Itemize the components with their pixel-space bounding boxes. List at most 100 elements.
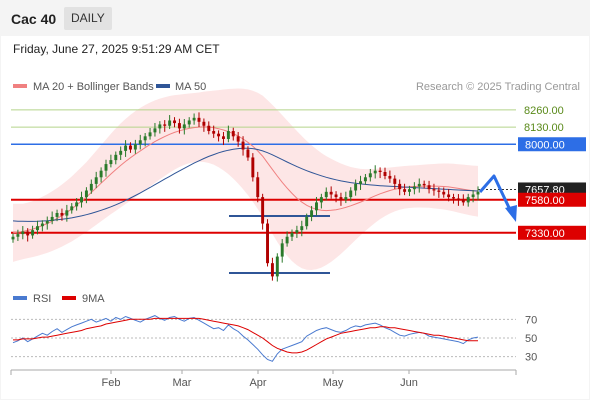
- candle-body: [109, 160, 113, 165]
- candle-body: [329, 191, 333, 195]
- candle-body: [163, 124, 167, 126]
- candle-body: [168, 120, 172, 126]
- candle-body: [236, 136, 240, 142]
- candle-body: [173, 120, 176, 124]
- candle-body: [344, 197, 348, 200]
- candle-body: [295, 230, 299, 233]
- ma20-legend-label: MA 20 + Bollinger Bands: [33, 81, 154, 93]
- candle-body: [197, 117, 201, 122]
- candle-body: [432, 189, 436, 191]
- candle-body: [368, 173, 372, 178]
- candle-body: [16, 234, 20, 237]
- candle-body: [60, 212, 64, 216]
- rsi-panel: 70 50 30: [11, 314, 537, 364]
- candle-body: [187, 120, 191, 125]
- candle-body: [363, 177, 367, 182]
- candle-body: [50, 216, 54, 221]
- candle-body: [226, 131, 230, 139]
- candle-body: [275, 256, 279, 277]
- candle-body: [182, 124, 186, 129]
- candle-body: [466, 197, 470, 203]
- x-axis-ticks: Feb Mar Apr May Jun: [102, 370, 418, 389]
- candle-body: [158, 124, 162, 129]
- candle-body: [94, 177, 98, 184]
- candle-body: [148, 132, 152, 137]
- candle-body: [26, 231, 30, 236]
- candle-body: [456, 198, 460, 200]
- candle-body: [212, 131, 216, 134]
- candle-body: [383, 172, 387, 176]
- candle-body: [476, 191, 480, 195]
- rsi-tick-label: 70: [525, 314, 537, 326]
- target-level-label: 8260.00: [524, 105, 564, 117]
- resistance-level-label: 8000.00: [525, 139, 565, 151]
- candle-body: [192, 117, 196, 121]
- ma9-legend-swatch: [62, 296, 76, 300]
- candle-body: [40, 223, 44, 227]
- candle-body: [359, 181, 362, 184]
- candle-body: [89, 183, 93, 191]
- resistance-label-box: [518, 137, 586, 152]
- candle-body: [373, 170, 377, 174]
- candle-body: [65, 210, 69, 216]
- candle-body: [75, 202, 79, 207]
- candle-body: [422, 183, 426, 186]
- candle-body: [207, 125, 211, 132]
- price-level-labels: 8260.008130.008000.007657.807580.007330.…: [518, 105, 586, 240]
- x-axis-tick-label: Mar: [173, 377, 192, 389]
- bollinger-bands: [13, 88, 478, 271]
- candle-body: [319, 197, 323, 203]
- candle-body: [80, 197, 83, 203]
- candle-body: [153, 128, 157, 133]
- candle-body: [280, 243, 284, 257]
- candle-body: [217, 133, 221, 137]
- target-level-label: 8130.00: [524, 122, 564, 134]
- instrument-title: Cac 40: [11, 11, 57, 27]
- candle-body: [324, 191, 328, 198]
- candle-body: [334, 194, 338, 198]
- candle-body: [119, 150, 123, 155]
- ma50-legend-swatch: [156, 84, 170, 88]
- candle-body: [452, 197, 455, 199]
- rsi-line: [12, 315, 479, 362]
- candle-body: [124, 145, 128, 151]
- candle-body: [256, 177, 260, 198]
- rsi-ma-line: [13, 317, 478, 354]
- candle-body: [388, 175, 392, 179]
- candle-body: [398, 183, 402, 190]
- candle-body: [461, 199, 465, 203]
- candle-body: [104, 164, 108, 171]
- candle-body: [138, 140, 142, 145]
- candle-body: [266, 223, 269, 264]
- candle-body: [177, 123, 181, 129]
- timeframe-badge[interactable]: DAILY: [64, 7, 112, 30]
- candle-body: [471, 194, 475, 198]
- candle-body: [11, 236, 15, 240]
- candle-body: [99, 170, 103, 178]
- candles: [11, 112, 480, 282]
- candle-body: [21, 231, 25, 235]
- candle-body: [143, 136, 147, 141]
- candle-body: [222, 136, 225, 139]
- pivot-level-label: 7580.00: [525, 195, 565, 207]
- candle-body: [285, 236, 289, 244]
- x-axis-tick-label: Feb: [102, 377, 121, 389]
- candle-body: [447, 194, 451, 198]
- timestamp: Friday, June 27, 2025 9:51:29 AM CET: [13, 42, 220, 56]
- candle-body: [133, 144, 137, 150]
- candle-body: [393, 178, 397, 184]
- candle-body: [231, 131, 235, 137]
- bollinger-band-area: [13, 88, 478, 271]
- top-bar: Cac 40 DAILY: [0, 0, 590, 36]
- candle-body: [427, 185, 431, 190]
- x-axis-tick-label: May: [323, 377, 344, 389]
- candle-body: [437, 190, 441, 192]
- candle-body: [408, 189, 411, 192]
- support-level-label: 7330.00: [525, 228, 565, 240]
- forecast-arrow: [478, 174, 517, 222]
- candle-body: [417, 183, 421, 187]
- candle-body: [315, 202, 318, 211]
- ma9-legend-label: 9MA: [82, 293, 105, 305]
- rsi-legend-swatch: [13, 296, 27, 300]
